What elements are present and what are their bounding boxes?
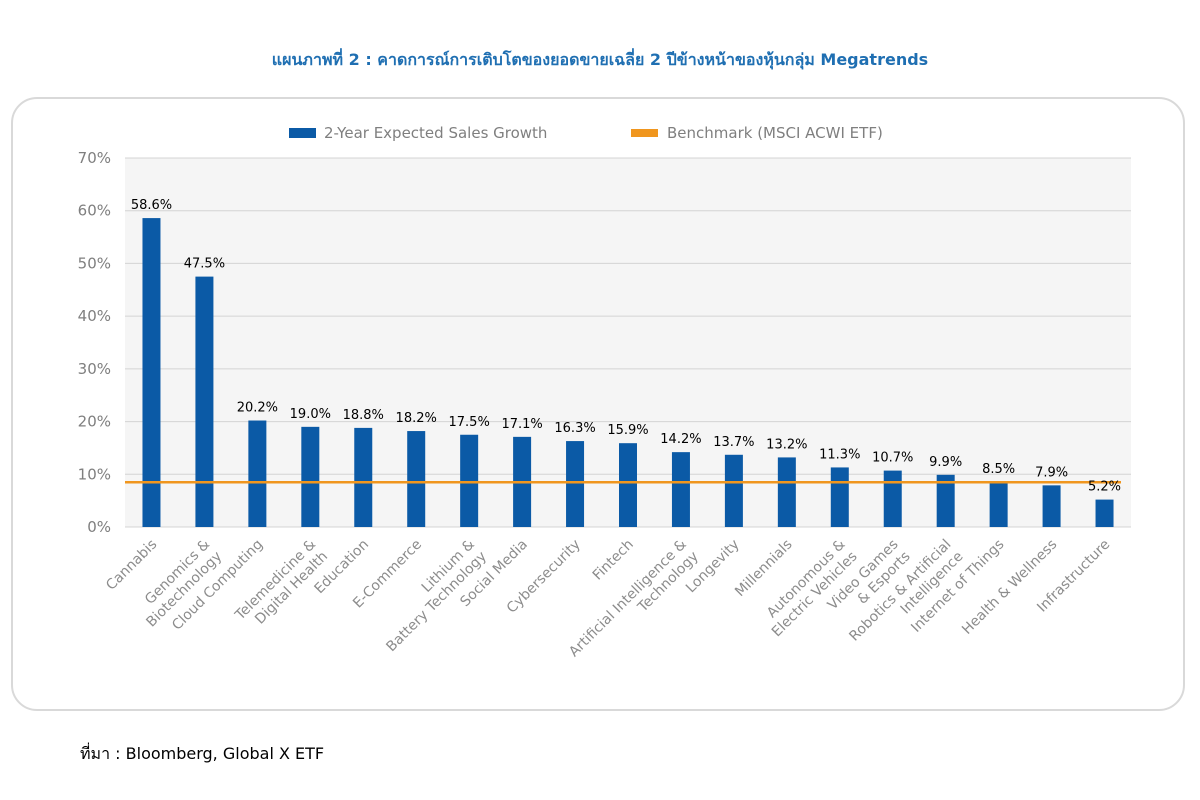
chart-card: 0% 10% 20% 30% 40% 50% 60% 70% 58.6% 47.5% 20.2% 19… — [11, 97, 1185, 711]
bar — [142, 218, 161, 527]
data-label: 20.2% — [237, 401, 278, 416]
data-label: 13.2% — [766, 437, 807, 452]
y-tick-label: 50% — [78, 254, 111, 272]
y-tick-label: 70% — [78, 149, 111, 167]
y-tick-label: 60% — [78, 202, 111, 220]
bar — [407, 431, 426, 527]
data-label: 8.5% — [982, 462, 1015, 477]
bar — [195, 276, 214, 527]
bar — [566, 441, 585, 527]
legend-label-benchmark: Benchmark (MSCI ACWI ETF) — [667, 124, 883, 142]
data-label: 14.2% — [660, 432, 701, 447]
bar — [830, 467, 849, 527]
data-label: 47.5% — [184, 257, 225, 272]
y-tick-label: 30% — [78, 360, 111, 378]
legend-swatch-sales-growth — [289, 128, 316, 138]
data-label: 58.6% — [131, 198, 172, 213]
bar — [989, 482, 1008, 527]
bar — [777, 457, 796, 527]
data-label: 5.2% — [1088, 480, 1121, 495]
bar-chart: 0% 10% 20% 30% 40% 50% 60% 70% 58.6% 47.5% 20.2% 19… — [78, 124, 1131, 672]
legend-swatch-benchmark — [631, 129, 658, 137]
data-label: 19.0% — [290, 407, 331, 422]
bar — [619, 443, 637, 527]
bar — [883, 470, 902, 527]
bar — [1042, 485, 1061, 527]
data-label: 17.5% — [449, 415, 490, 430]
data-label: 11.3% — [819, 447, 860, 462]
data-label: 9.9% — [929, 455, 962, 470]
bar — [354, 427, 373, 527]
bar — [301, 426, 320, 527]
bar — [248, 420, 267, 527]
bar — [1095, 499, 1114, 527]
data-label: 10.7% — [872, 451, 913, 466]
legend-label-sales-growth: 2-Year Expected Sales Growth — [324, 124, 547, 142]
data-label: 18.8% — [343, 408, 384, 423]
source-note: ที่มา : Bloomberg, Global X ETF — [80, 744, 325, 763]
category-label: Cannabis — [103, 537, 160, 594]
data-label: 16.3% — [554, 421, 595, 436]
category-label: Fintech — [590, 537, 637, 584]
page-title: แผนภาพที่ 2 : คาดการณ์การเติบโตของยอดขาย… — [271, 50, 929, 69]
y-tick-label: 40% — [78, 307, 111, 325]
y-tick-label: 0% — [87, 518, 111, 536]
data-label: 18.2% — [396, 411, 437, 426]
category-label: Artificial Intelligence &Technology — [566, 536, 702, 672]
data-label: 13.7% — [713, 435, 754, 450]
y-tick-label: 20% — [78, 413, 111, 431]
data-label: 7.9% — [1035, 465, 1068, 480]
category-label: Health & Wellness — [959, 537, 1060, 638]
bar — [460, 434, 479, 527]
bar — [724, 454, 743, 527]
bar — [936, 474, 955, 527]
bar — [671, 452, 690, 527]
data-label: 17.1% — [501, 417, 542, 432]
data-label: 15.9% — [607, 423, 648, 438]
y-tick-label: 10% — [78, 465, 111, 483]
